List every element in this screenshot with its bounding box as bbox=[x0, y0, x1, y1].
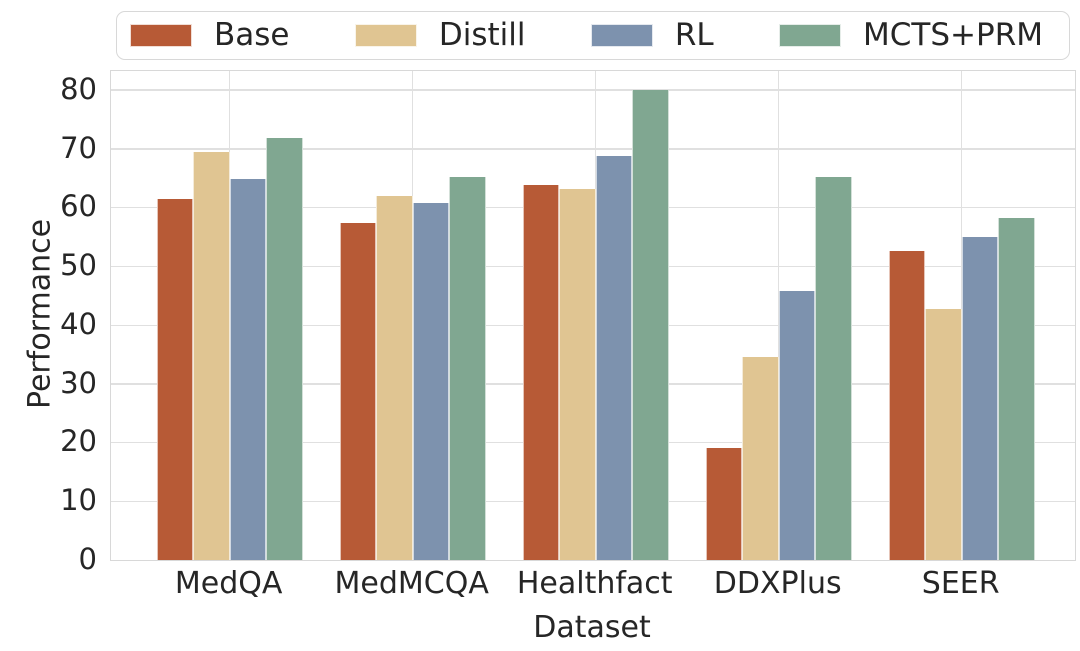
x-tick-label-seer: SEER bbox=[921, 566, 1000, 601]
bar-group-seer bbox=[888, 71, 1035, 560]
bar-medqa-distill bbox=[193, 151, 230, 560]
bar-ddxplus-distill bbox=[742, 357, 779, 560]
bar-group-ddxplus bbox=[705, 71, 852, 560]
y-tick-label-50: 50 bbox=[60, 248, 97, 283]
y-tick-label-70: 70 bbox=[60, 130, 97, 165]
bar-seer-distill bbox=[925, 309, 962, 560]
bar-medmcqa-mcts-prm bbox=[449, 177, 486, 560]
bar-medqa-base bbox=[156, 198, 194, 560]
x-tick-label-medqa: MedQA bbox=[174, 566, 283, 601]
legend-swatch-base bbox=[130, 24, 192, 47]
legend-label-mcts-prm: MCTS+PRM bbox=[863, 17, 1043, 53]
h-gridline-80 bbox=[111, 89, 1075, 91]
legend-label-rl: RL bbox=[674, 17, 714, 53]
x-tick-label-ddxplus: DDXPlus bbox=[713, 566, 842, 601]
bar-medqa-mcts-prm bbox=[266, 138, 303, 560]
bar-group-medqa bbox=[156, 71, 303, 560]
bar-seer-rl bbox=[961, 236, 999, 560]
x-axis-title: Dataset bbox=[533, 610, 651, 645]
bar-medmcqa-base bbox=[339, 223, 377, 560]
legend-item-distill: Distill bbox=[354, 17, 526, 53]
x-tick-label-healthfact: Healthfact bbox=[516, 566, 673, 601]
bar-group-medmcqa bbox=[339, 71, 486, 560]
legend-item-mcts-prm: MCTS+PRM bbox=[779, 20, 1043, 51]
legend-label-distill: Distill bbox=[438, 17, 526, 53]
bar-healthfact-mcts-prm bbox=[632, 89, 669, 560]
bar-seer-base bbox=[888, 251, 926, 560]
y-tick-label-80: 80 bbox=[60, 71, 97, 106]
y-tick-label-10: 10 bbox=[60, 483, 97, 518]
y-tick-label-20: 20 bbox=[60, 424, 97, 459]
bar-medqa-rl bbox=[229, 179, 267, 560]
y-tick-label-0: 0 bbox=[78, 542, 97, 576]
bar-seer-mcts-prm bbox=[998, 217, 1035, 560]
h-gridline-70 bbox=[111, 148, 1075, 150]
bar-healthfact-rl bbox=[595, 155, 633, 560]
legend-swatch-rl bbox=[590, 24, 653, 47]
legend-swatch-distill bbox=[354, 24, 417, 47]
legend-label-base: Base bbox=[214, 17, 290, 53]
legend-swatch-mcts-prm bbox=[779, 24, 842, 47]
bar-healthfact-distill bbox=[559, 188, 596, 560]
x-tick-label-medmcqa: MedMCQA bbox=[334, 566, 489, 601]
y-tick-label-30: 30 bbox=[60, 365, 97, 400]
bar-medmcqa-distill bbox=[376, 195, 413, 560]
bar-healthfact-base bbox=[522, 185, 560, 560]
bar-medmcqa-rl bbox=[412, 203, 450, 560]
plot-area bbox=[110, 70, 1076, 561]
bar-group-healthfact bbox=[522, 71, 669, 560]
y-tick-label-40: 40 bbox=[60, 306, 97, 341]
legend-item-base: Base bbox=[130, 20, 290, 51]
legend: Base Distill RL MCTS+PRM bbox=[116, 11, 1070, 60]
bar-ddxplus-base bbox=[705, 447, 743, 560]
legend-item-rl: RL bbox=[590, 17, 714, 53]
y-tick-label-60: 60 bbox=[60, 189, 97, 224]
bar-ddxplus-mcts-prm bbox=[815, 177, 852, 560]
bar-ddxplus-rl bbox=[778, 290, 816, 560]
